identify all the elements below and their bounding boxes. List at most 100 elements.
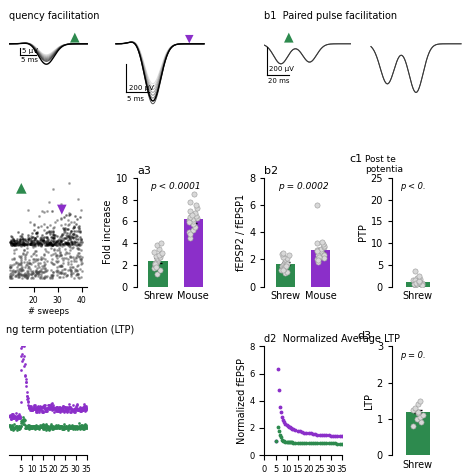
Point [73, 164, 81, 171]
Point [49, 240, 57, 247]
Point [67, 270, 75, 277]
Point [151, 260, 159, 267]
Point [23, 241, 31, 248]
Point [76, 238, 84, 246]
Point [32, 266, 40, 273]
Point [43, 228, 51, 236]
Point [65, 210, 73, 217]
Point [59, 164, 66, 172]
Point [9, 235, 17, 243]
Point [18, 264, 26, 271]
Point [18, 240, 26, 248]
Point [68, 240, 76, 247]
Point [11, 241, 18, 248]
Point [53, 246, 60, 254]
Point [318, 238, 326, 246]
Point [76, 228, 84, 235]
Point [37, 236, 45, 244]
Point [66, 266, 73, 274]
Point [23, 238, 30, 246]
Point [185, 217, 193, 224]
Point [54, 267, 62, 275]
Point [78, 255, 85, 263]
Point [9, 240, 17, 248]
Point [12, 272, 20, 279]
Point [61, 239, 69, 247]
Point [7, 240, 15, 248]
Point [65, 220, 73, 228]
Point [39, 237, 46, 244]
Point [60, 240, 67, 247]
Point [47, 240, 55, 248]
Point [57, 252, 65, 259]
Point [46, 239, 53, 247]
Point [42, 239, 50, 246]
Point [47, 240, 55, 247]
Point [41, 260, 49, 268]
Point [49, 250, 56, 258]
Point [52, 237, 59, 245]
Point [48, 274, 56, 282]
Point [37, 265, 45, 273]
Point [74, 249, 82, 256]
Point [57, 268, 64, 276]
Point [52, 257, 60, 264]
Point [71, 257, 78, 264]
Point [53, 239, 60, 246]
Point [313, 201, 320, 209]
Point [416, 275, 424, 283]
Point [8, 232, 15, 239]
Point [18, 265, 26, 273]
Point [413, 415, 421, 423]
Point [36, 212, 43, 219]
Point [48, 208, 55, 215]
Text: p = 0.0002: p = 0.0002 [278, 182, 328, 191]
Point [12, 241, 20, 248]
Point [36, 239, 43, 246]
Point [29, 239, 36, 246]
Point [14, 241, 21, 248]
Point [31, 234, 39, 242]
Point [66, 246, 74, 254]
Point [67, 260, 75, 268]
Point [72, 241, 80, 249]
Text: b2: b2 [264, 166, 279, 176]
Text: 5 ms: 5 ms [127, 96, 144, 102]
Point [60, 273, 67, 281]
Point [40, 209, 48, 216]
Point [151, 261, 159, 269]
Point [49, 224, 57, 231]
Point [49, 230, 57, 237]
Point [47, 239, 55, 246]
Point [57, 237, 64, 245]
Point [68, 253, 75, 261]
Point [156, 266, 164, 274]
Point [55, 235, 63, 243]
Point [187, 234, 194, 241]
Point [64, 249, 71, 256]
Point [56, 251, 64, 259]
Point [17, 254, 24, 261]
Point [34, 259, 41, 266]
Text: quency facilitation: quency facilitation [9, 10, 100, 20]
Point [9, 266, 16, 273]
Point [6, 238, 14, 246]
Point [25, 256, 33, 264]
Point [23, 248, 31, 256]
Point [55, 237, 62, 245]
Point [28, 240, 36, 248]
Point [60, 225, 67, 232]
Point [53, 238, 60, 246]
Point [47, 258, 55, 265]
Point [32, 252, 40, 259]
Point [21, 251, 29, 258]
Point [12, 237, 20, 245]
Point [12, 259, 19, 266]
Point [49, 234, 57, 242]
Text: 5 μV: 5 μV [22, 48, 37, 54]
Point [30, 220, 38, 228]
Point [16, 273, 23, 281]
Point [65, 240, 73, 248]
Point [281, 263, 289, 271]
Point [68, 266, 75, 273]
